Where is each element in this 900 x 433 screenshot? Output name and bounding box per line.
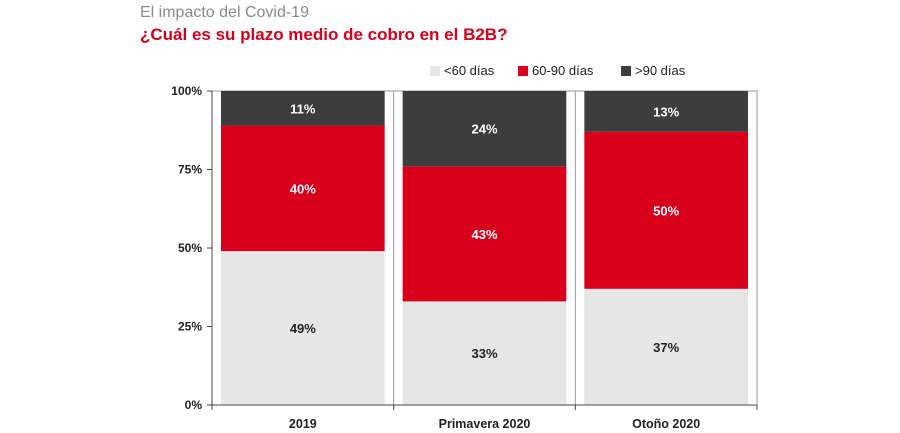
data-labels: 49% 40% 11% 33% 43% 24% 37% 50% 13% [290,101,680,361]
bar-segment [402,91,567,167]
data-label: 13% [653,104,679,119]
y-tick-label: 50% [178,241,202,255]
chart-title: ¿Cuál es su plazo medio de cobro en el B… [140,25,508,44]
y-tick-label: 75% [178,163,202,177]
x-category-label: Otoño 2020 [632,417,700,431]
y-tick-label: 25% [178,320,202,334]
x-category-label: Primavera 2020 [439,417,531,431]
x-axis: 2019 Primavera 2020 Otoño 2020 [211,404,758,431]
data-label: 50% [653,203,679,218]
data-label: 11% [290,101,316,116]
y-tick-label: 100% [171,84,202,98]
bar-segment [402,301,567,405]
bar-segment [221,91,385,126]
bar-segment [221,125,385,252]
legend-swatch [518,66,528,76]
y-axis: 0% 25% 50% 75% 100% [171,84,213,412]
data-label: 40% [290,181,316,196]
y-tick-label: 0% [185,398,203,412]
data-label: 43% [471,227,497,242]
chart-pretitle: El impacto del Covid-19 [140,4,309,21]
legend: <60 días 60-90 días >90 días [430,63,686,78]
legend-swatch [430,66,440,76]
legend-label: 60-90 días [532,63,594,78]
bar-segment [584,131,748,289]
bar-segment [584,91,748,132]
x-category-label: 2019 [289,417,317,431]
data-label: 37% [653,340,679,355]
legend-label: >90 días [635,63,686,78]
legend-swatch [621,66,631,76]
legend-label: <60 días [444,63,495,78]
bars [221,91,748,405]
data-label: 33% [471,346,497,361]
bar-segment [584,288,748,405]
data-label: 49% [290,321,316,336]
bar-segment [221,251,385,405]
bar-segment [402,166,567,302]
data-label: 24% [471,122,497,137]
